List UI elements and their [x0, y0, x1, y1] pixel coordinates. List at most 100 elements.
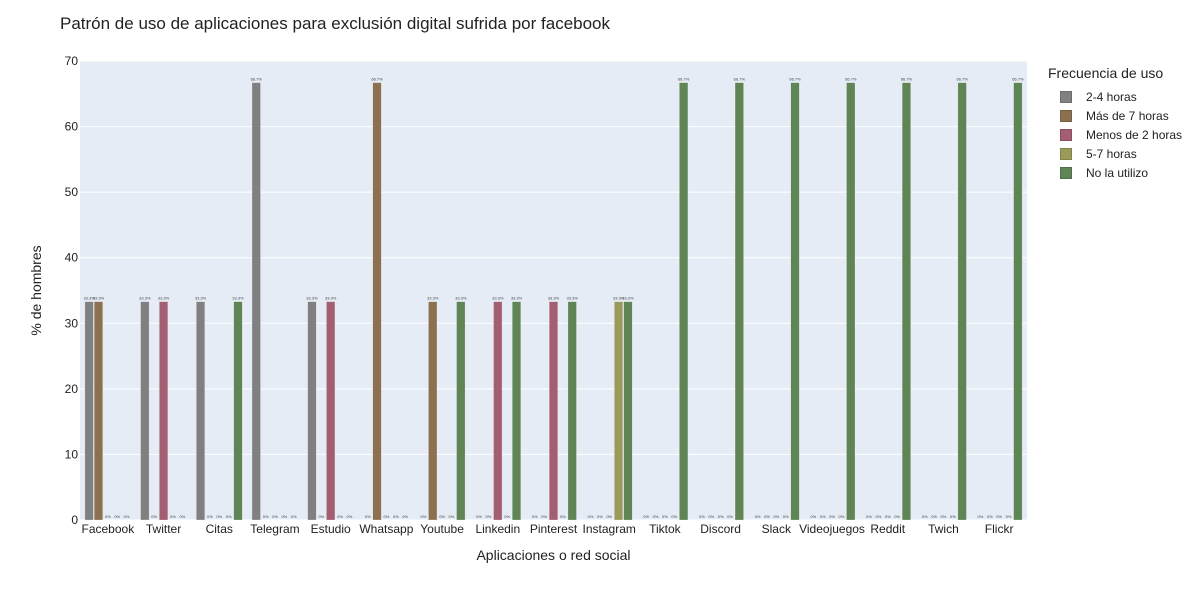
data-label: 66.7%: [1012, 77, 1024, 82]
x-tick-label: Videojuegos: [799, 522, 865, 536]
bar: [790, 82, 800, 521]
bar: [307, 301, 317, 521]
legend-title: Frecuencia de uso: [1048, 65, 1164, 81]
bar: [251, 82, 261, 521]
data-label: 0%: [764, 514, 770, 519]
data-label: 0%: [820, 514, 826, 519]
data-label: 33.3%: [511, 296, 523, 301]
x-tick-label: Slack: [762, 522, 792, 536]
data-label: 0%: [718, 514, 724, 519]
data-label: 0%: [643, 514, 649, 519]
y-tick-label: 0: [71, 513, 78, 527]
bar: [679, 82, 689, 521]
data-label: 0%: [894, 514, 900, 519]
legend-swatch: [1060, 147, 1072, 160]
legend-swatch: [1060, 128, 1072, 141]
data-label: 0%: [941, 514, 947, 519]
legend-label: No la utilizo: [1086, 165, 1149, 180]
bar: [614, 301, 624, 521]
x-tick-label: Twitter: [146, 522, 181, 536]
bar: [233, 301, 243, 521]
data-label: 0%: [449, 514, 455, 519]
data-label: 33.3%: [567, 296, 579, 301]
y-tick-label: 50: [65, 185, 79, 199]
legend-item[interactable]: 5-7 horas: [1048, 144, 1182, 163]
data-label: 33.3%: [548, 296, 560, 301]
data-label: 0%: [365, 514, 371, 519]
bar: [567, 301, 577, 521]
legend-item[interactable]: Más de 7 horas: [1048, 106, 1182, 125]
x-tick-label: Facebook: [82, 522, 136, 536]
bar: [140, 301, 150, 521]
data-label: 33.3%: [492, 296, 504, 301]
x-tick-label: Tiktok: [649, 522, 682, 536]
bar: [196, 301, 206, 521]
data-label: 0%: [124, 514, 130, 519]
y-tick-label: 70: [65, 54, 79, 68]
data-label: 0%: [978, 514, 984, 519]
bar: [93, 301, 104, 521]
data-label: 0%: [875, 514, 881, 519]
bar: [372, 82, 382, 521]
bar: [548, 301, 559, 521]
data-label: 0%: [281, 514, 287, 519]
x-tick-label: Youtube: [420, 522, 464, 536]
data-label: 0%: [727, 514, 733, 519]
data-label: 0%: [810, 514, 816, 519]
bar: [84, 301, 94, 521]
legend: Frecuencia de uso 2-4 horas Más de 7 hora…: [1048, 65, 1182, 182]
data-label: 0%: [950, 514, 956, 519]
x-tick-label: Flickr: [985, 522, 1014, 536]
x-tick-label: Discord: [700, 522, 741, 536]
legend-item[interactable]: Menos de 2 horas: [1048, 125, 1182, 144]
data-label: 0%: [699, 514, 705, 519]
data-label: 0%: [439, 514, 445, 519]
x-tick-label: Linkedin: [475, 522, 520, 536]
bar: [734, 82, 744, 521]
legend-label: Menos de 2 horas: [1086, 127, 1183, 142]
legend-item[interactable]: 2-4 horas: [1048, 87, 1182, 106]
legend-item[interactable]: No la utilizo: [1048, 163, 1182, 182]
data-label: 33.3%: [455, 296, 467, 301]
data-label: 0%: [1006, 514, 1012, 519]
data-label: 0%: [207, 514, 213, 519]
x-tick-label: Citas: [206, 522, 233, 536]
legend-label: 5-7 horas: [1086, 146, 1137, 161]
data-label: 0%: [383, 514, 389, 519]
data-label: 33.3%: [83, 296, 95, 301]
data-label: 0%: [272, 514, 278, 519]
data-label: 33.3%: [158, 296, 170, 301]
data-label: 0%: [216, 514, 222, 519]
chart-title: Patrón de uso de aplicaciones para exclu…: [60, 14, 611, 33]
y-axis-label: % de hombres: [28, 245, 44, 335]
data-label: 0%: [476, 514, 482, 519]
data-label: 0%: [773, 514, 779, 519]
data-label: 0%: [996, 514, 1002, 519]
x-axis-label: Aplicaciones o red social: [476, 547, 630, 563]
data-label: 0%: [151, 514, 157, 519]
bar: [623, 301, 633, 521]
x-tick-label: Telegram: [250, 522, 299, 536]
x-tick-label: Whatsapp: [359, 522, 413, 536]
data-label: 0%: [708, 514, 714, 519]
data-label: 33.3%: [427, 296, 439, 301]
bar: [901, 82, 911, 521]
y-tick-label: 30: [65, 316, 79, 330]
data-label: 0%: [105, 514, 111, 519]
y-tick-label: 10: [65, 447, 79, 461]
data-label: 0%: [885, 514, 891, 519]
data-label: 0%: [987, 514, 993, 519]
data-label: 0%: [420, 514, 426, 519]
data-label: 66.7%: [734, 77, 746, 82]
data-label: 0%: [347, 514, 353, 519]
data-label: 66.7%: [251, 77, 263, 82]
bar: [493, 301, 503, 521]
bar: [957, 82, 967, 521]
data-label: 66.7%: [845, 77, 857, 82]
data-label: 33.3%: [613, 296, 625, 301]
y-tick-label: 20: [65, 382, 79, 396]
data-label: 0%: [541, 514, 547, 519]
data-label: 0%: [755, 514, 761, 519]
data-label: 66.7%: [371, 77, 383, 82]
